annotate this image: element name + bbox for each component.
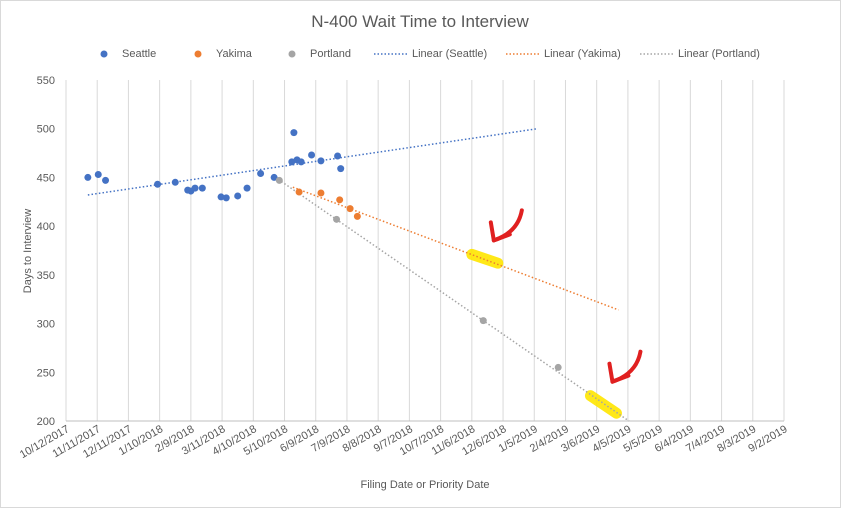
point-seattle (94, 171, 102, 179)
point-seattle (84, 173, 92, 181)
red-arrow-1 (488, 208, 524, 243)
y-axis-ticks: 200 250 300 350 400 450 500 550 (37, 75, 55, 428)
highlights (466, 248, 622, 419)
point-seattle (317, 157, 325, 165)
annotation-arrows (488, 208, 643, 384)
y-tick-label: 300 (37, 319, 55, 331)
trendlines (87, 127, 630, 422)
arrow-head (607, 361, 631, 384)
point-seattle (270, 173, 278, 181)
legend-marker-seattle (100, 50, 108, 58)
point-portland (554, 363, 562, 371)
highlight-mark-2 (584, 390, 622, 419)
point-seattle (334, 152, 342, 160)
red-arrow-2 (607, 349, 643, 384)
y-tick-label: 550 (37, 75, 55, 87)
trendline-linear-seattle (87, 127, 538, 196)
point-seattle (222, 194, 230, 202)
legend-label-seattle: Seattle (122, 48, 156, 60)
point-seattle (198, 184, 206, 192)
y-tick-label: 250 (37, 367, 55, 379)
legend: Seattle Yakima Portland Linear (Seattle)… (100, 48, 760, 60)
point-seattle (308, 151, 316, 159)
chart-title: N-400 Wait Time to Interview (311, 12, 529, 31)
legend-label-linear-seattle: Linear (Seattle) (412, 48, 487, 60)
point-seattle (102, 176, 110, 184)
point-yakima (336, 196, 344, 204)
point-yakima (346, 205, 354, 213)
point-seattle (337, 165, 345, 173)
point-seattle (171, 178, 179, 186)
legend-label-portland: Portland (310, 48, 351, 60)
point-portland (275, 176, 283, 184)
legend-label-linear-portland: Linear (Portland) (678, 48, 760, 60)
legend-label-yakima: Yakima (216, 48, 253, 60)
point-seattle (257, 170, 265, 178)
point-yakima (353, 212, 361, 220)
point-seattle (191, 184, 199, 192)
trendline-linear-portland (277, 178, 630, 422)
legend-marker-portland (288, 50, 296, 58)
arrow-head (488, 220, 512, 243)
point-seattle (243, 184, 251, 192)
x-axis-ticks: 10/12/201711/11/201712/11/20171/10/20182… (18, 423, 790, 461)
gridlines (65, 80, 785, 422)
y-tick-label: 400 (37, 221, 55, 233)
y-tick-label: 350 (37, 270, 55, 282)
point-seattle (217, 193, 225, 201)
y-axis-label: Days to Interview (22, 209, 34, 293)
point-portland (333, 215, 341, 223)
point-seattle (234, 192, 242, 200)
y-tick-label: 450 (37, 172, 55, 184)
legend-marker-yakima (194, 50, 202, 58)
data-points (84, 129, 562, 371)
y-tick-label: 200 (37, 416, 55, 428)
legend-label-linear-yakima: Linear (Yakima) (544, 48, 621, 60)
point-yakima (317, 189, 325, 197)
point-yakima (295, 188, 303, 196)
y-tick-label: 500 (37, 124, 55, 136)
point-seattle (297, 158, 305, 166)
x-axis-label: Filing Date or Priority Date (361, 479, 490, 491)
trendline-linear-yakima (292, 186, 619, 311)
point-seattle (154, 180, 162, 188)
point-seattle (290, 129, 298, 137)
point-portland (479, 317, 487, 325)
